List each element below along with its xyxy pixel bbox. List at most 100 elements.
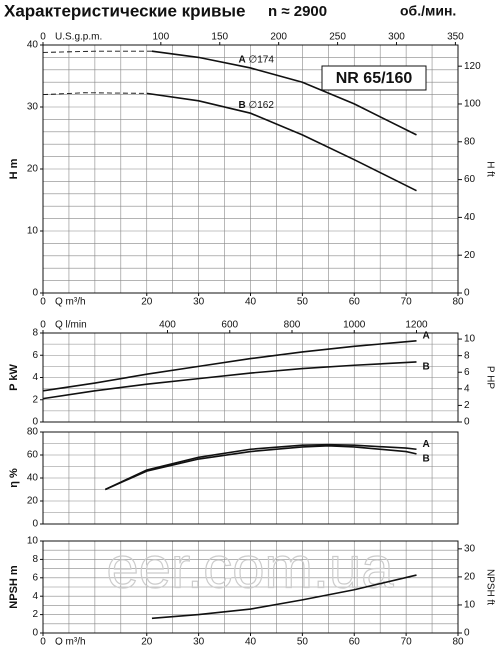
x-tick-label: 60 [349,637,361,645]
y-tick-label: 6 [32,350,38,361]
x-tick-label: 20 [141,297,153,308]
y-tick-label: 0 [32,288,38,299]
y-tick-label: 6 [32,572,38,583]
y-tick-label: 40 [27,40,39,51]
y2-tick-label: 40 [464,212,476,223]
speed-unit: об./мин. [400,3,456,19]
y-label: η % [8,468,20,488]
x-tick-label: 40 [245,637,257,645]
curve [42,339,417,392]
y2-tick-label: 4 [464,383,470,394]
chart-panel: 0 2 4 6 8 10 0 10 20 30 0 20 30 40 50 60 70 80 Q m³/h NPSH … [8,535,495,645]
y2-tick-label: 8 [464,350,470,361]
curve-diameter: ∅162 [249,100,275,111]
curve [151,50,417,136]
x-tick-label: 50 [297,637,309,645]
x-tick-label: 0 [40,297,46,308]
y-tick-label: 2 [32,609,38,620]
speed: n ≈ 2900 [268,3,327,20]
x2-tick-label: 600 [221,320,238,331]
curve-name: B [239,100,246,111]
y-tick-label: 4 [32,591,38,602]
y-tick-label: 10 [27,226,39,237]
model: NR 65/160 [336,70,413,87]
x2-tick-label: 0 [40,320,46,331]
curve-name: B [423,453,430,464]
curve [42,50,152,53]
x-tick-label: 0 [40,637,46,645]
curve [42,361,417,400]
curve [104,444,417,491]
x2-tick-label: 100 [152,32,169,43]
curve [104,443,417,491]
title: Характеристические кривые [4,1,245,20]
y2-label: NPSH ft [484,569,495,605]
x-tick-label: 40 [245,297,257,308]
x2-tick-label: 300 [388,32,405,43]
y-tick-label: 0 [32,519,38,530]
curve-name: A [423,439,430,450]
y2-tick-label: 80 [464,136,476,147]
y-tick-label: 80 [27,427,39,438]
y-tick-label: 20 [27,496,39,507]
y-tick-label: 2 [32,394,38,405]
curve-name: A [423,330,430,341]
curve-diameter: ∅174 [249,55,275,66]
y2-tick-label: 30 [464,543,476,554]
y-tick-label: 20 [27,164,39,175]
x-tick-label: 80 [452,637,464,645]
x2-tick-label: 250 [329,32,346,43]
y-tick-label: 60 [27,450,39,461]
x2-tick-label: 800 [284,320,301,331]
x-tick-label: 30 [193,637,205,645]
y-tick-label: 10 [27,536,39,547]
x2-tick-label: 1000 [343,320,366,331]
x2-label: Q l/min [55,320,87,331]
x2-tick-label: 150 [211,32,228,43]
x2-tick-label: 0 [40,32,46,43]
y-label: NPSH m [8,565,20,609]
curve [151,574,417,620]
chart-panel: 0 20 40 60 80 η % AB [8,427,459,530]
y-tick-label: 0 [32,417,38,428]
x-tick-label: 80 [452,297,464,308]
x-tick-label: 30 [193,297,205,308]
y2-tick-label: 10 [464,334,476,345]
x2-tick-label: 1200 [405,320,428,331]
y-label: P kW [8,364,20,391]
y2-label: H ft [484,161,495,177]
x-tick-label: 70 [401,637,413,645]
y-tick-label: 0 [32,628,38,639]
model-box [321,65,427,91]
y2-tick-label: 2 [464,400,470,411]
y-tick-label: 8 [32,328,38,339]
x2-tick-label: 400 [159,320,176,331]
curve [42,92,147,96]
y2-tick-label: 0 [464,288,470,299]
curve-name: B [423,362,430,373]
y2-tick-label: 10 [464,600,476,611]
y2-tick-label: 20 [464,250,476,261]
x2-tick-label: 350 [447,32,464,43]
y-tick-label: 8 [32,554,38,565]
y-tick-label: 40 [27,473,39,484]
y2-label: P HP [484,366,495,389]
x-tick-label: 20 [141,637,153,645]
y2-tick-label: 0 [464,417,470,428]
y-label: H m [8,158,20,179]
y2-tick-label: 60 [464,174,476,185]
curve-name: A [239,55,246,66]
x2-tick-label: 200 [270,32,287,43]
y2-tick-label: 20 [464,572,476,583]
watermark: eer.com.ua [107,535,395,600]
x-label: Q m³/h [55,637,86,645]
x-tick-label: 70 [401,297,413,308]
y2-tick-label: 0 [464,628,470,639]
x-tick-label: 50 [297,297,309,308]
y-tick-label: 30 [27,102,39,113]
y2-tick-label: 6 [464,367,470,378]
y2-tick-label: 100 [464,99,481,110]
curve [146,92,417,192]
